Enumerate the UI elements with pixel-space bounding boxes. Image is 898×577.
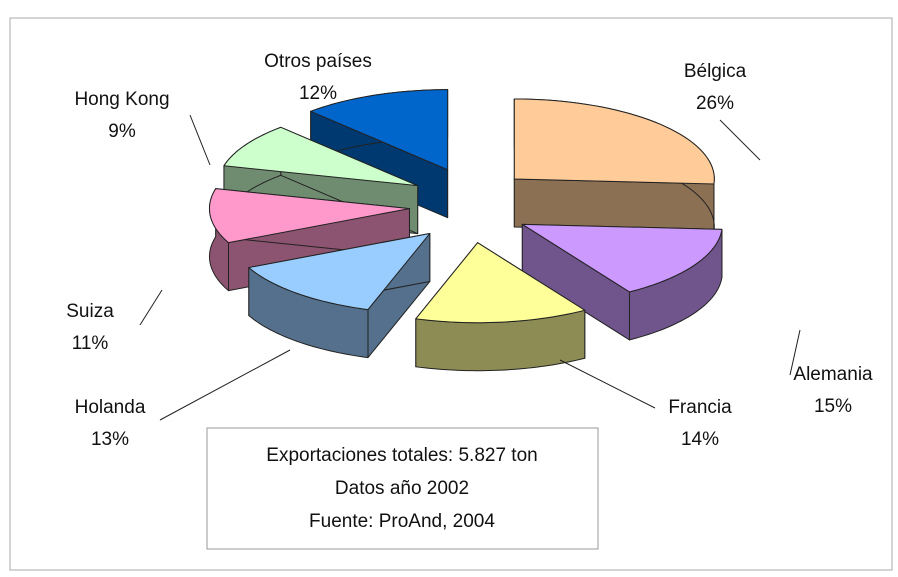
slice <box>521 223 723 293</box>
slice-label: Francia <box>668 397 732 418</box>
slice-label: Holanda <box>75 397 146 418</box>
slice <box>415 242 586 324</box>
annotation: Fuente: ProAnd, 2004 <box>309 511 495 532</box>
leader-line <box>719 119 761 161</box>
slice-label: Suiza <box>66 301 114 322</box>
slice-label: Otros países <box>264 51 372 72</box>
annotation: Datos año 2002 <box>335 478 469 499</box>
slice-value-label: 13% <box>91 429 129 450</box>
slice-value-label: 9% <box>108 121 136 142</box>
slice-value-label: 11% <box>72 333 109 354</box>
slice-value-label: 12% <box>299 83 337 104</box>
slice-value-label: 26% <box>696 93 734 114</box>
annotation-box <box>206 427 599 550</box>
leader-line <box>139 289 163 326</box>
leader-line <box>789 329 801 376</box>
slice <box>223 126 419 187</box>
slice <box>513 98 715 185</box>
slice-label: Alemania <box>793 364 873 385</box>
leader-line <box>559 359 656 409</box>
pie <box>208 89 723 372</box>
slice <box>208 188 410 244</box>
slice-value-label: 15% <box>814 396 852 417</box>
slice-label: Hong Kong <box>74 89 169 110</box>
slice-label: Bélgica <box>684 61 747 82</box>
slice <box>310 89 449 171</box>
slice <box>248 233 431 311</box>
leader-line <box>159 349 291 421</box>
annotation: Exportaciones totales: 5.827 ton <box>266 445 537 466</box>
leader-line <box>189 114 211 166</box>
slice-value-label: 14% <box>681 429 719 450</box>
labels: Bélgica 26% Alemania 15% Francia 14% Holanda 13… <box>66 51 873 450</box>
slice-side <box>513 178 715 233</box>
